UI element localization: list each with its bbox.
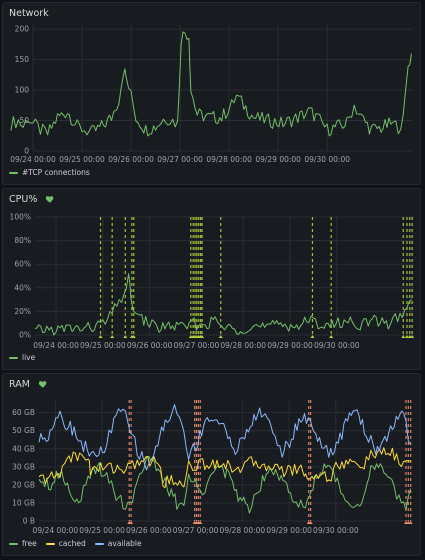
legend-label: #TCP connections xyxy=(22,168,90,177)
y-tick-label: 10 GB xyxy=(12,498,35,507)
y-tick-label: 30 GB xyxy=(12,462,35,471)
x-tick-label: 09/30 00:00 xyxy=(314,341,360,350)
x-tick-label: 09/30 00:00 xyxy=(313,526,359,535)
x-tick-label: 09/29 00:00 xyxy=(255,155,301,164)
panel-title: Network xyxy=(9,8,49,19)
annotation-marker-tick[interactable] xyxy=(408,521,413,524)
y-tick-label: 60 GB xyxy=(12,408,35,417)
cpu-chart[interactable]: 0% 20% 40% 60% 80% 100% 09/24 00:00 09/25 00:00… xyxy=(3,189,422,371)
series-line-free[interactable] xyxy=(38,455,412,514)
annotation-marker-tick[interactable] xyxy=(329,335,334,338)
x-tick-label: 09/24 00:00 xyxy=(33,341,79,350)
chart-legend: live xyxy=(9,353,35,362)
legend-swatch xyxy=(94,542,104,545)
x-tick-label: 09/29 00:00 xyxy=(266,526,312,535)
annotation-marker-tick[interactable] xyxy=(310,335,315,338)
annotation-marker-tick[interactable] xyxy=(110,335,115,338)
x-tick-label: 09/30 00:00 xyxy=(304,155,350,164)
x-tick-label: 09/24 00:00 xyxy=(33,526,79,535)
legend-swatch xyxy=(9,171,18,174)
legend-item[interactable]: #TCP connections xyxy=(9,168,90,177)
x-tick-label: 09/28 00:00 xyxy=(206,155,252,164)
x-tick-label: 09/24 00:00 xyxy=(10,155,56,164)
network-panel[interactable]: Network 0 50 100 150 200 09/24 00:00 09/25 00:… xyxy=(2,2,421,185)
chart-legend: free cached available xyxy=(9,539,142,548)
legend-label: available xyxy=(107,539,142,548)
y-tick-label: 200 xyxy=(15,25,30,34)
legend-swatch xyxy=(9,356,18,359)
annotation-marker-tick[interactable] xyxy=(410,335,415,338)
ram-chart[interactable]: 0 B 10 GB 20 GB 30 GB 40 GB 50 GB 60 GB 09/24 0… xyxy=(3,374,422,557)
chart-legend: #TCP connections xyxy=(9,168,90,177)
y-tick-label: 100% xyxy=(10,213,31,222)
y-tick-label: 0% xyxy=(19,331,31,340)
panel-title: RAM xyxy=(9,379,30,390)
y-tick-label: 20% xyxy=(14,307,31,316)
heart-icon xyxy=(45,196,54,203)
annotation-marker-tick[interactable] xyxy=(218,335,223,338)
y-tick-label: 50 xyxy=(19,116,29,125)
x-tick-label: 09/28 00:00 xyxy=(220,341,266,350)
y-tick-label: 40% xyxy=(14,283,31,292)
annotation-marker-tick[interactable] xyxy=(308,521,313,524)
y-tick-label: 50 GB xyxy=(12,426,35,435)
x-tick-label: 09/25 00:00 xyxy=(80,341,126,350)
series-line-live[interactable] xyxy=(34,273,412,336)
series-line-available[interactable] xyxy=(38,404,412,471)
annotation-marker-tick[interactable] xyxy=(98,335,103,338)
legend-swatch xyxy=(45,542,55,545)
legend-item[interactable]: live xyxy=(9,353,35,362)
cpu-panel[interactable]: CPU% 0% 20% 40% 60% 80% 100% 09/24 00:00 09/25 … xyxy=(2,188,421,370)
y-tick-label: 80% xyxy=(14,236,31,245)
x-tick-label: 09/27 00:00 xyxy=(157,155,203,164)
annotation-marker-tick[interactable] xyxy=(129,521,134,524)
x-tick-label: 09/26 00:00 xyxy=(127,341,173,350)
annotation-marker-tick[interactable] xyxy=(198,521,203,524)
legend-item[interactable]: cached xyxy=(45,539,86,548)
y-tick-label: 150 xyxy=(15,55,30,64)
heart-icon xyxy=(38,381,47,388)
legend-item[interactable]: available xyxy=(94,539,142,548)
y-tick-label: 20 GB xyxy=(12,480,35,489)
panel-title: CPU% xyxy=(9,194,38,205)
series-line--tcp-connections[interactable] xyxy=(10,31,412,137)
y-tick-label: 60% xyxy=(14,260,31,269)
annotation-marker-tick[interactable] xyxy=(401,335,406,338)
x-tick-label: 09/26 00:00 xyxy=(108,155,154,164)
y-tick-label: 0 xyxy=(24,147,29,156)
ram-panel[interactable]: RAM 0 B 10 GB 20 GB 30 GB 40 GB 50 GB 60 GB 09/… xyxy=(2,373,421,556)
annotation-marker-tick[interactable] xyxy=(404,335,409,338)
y-tick-label: 0 B xyxy=(23,517,35,526)
series-line-cached[interactable] xyxy=(38,447,411,489)
x-tick-label: 09/26 00:00 xyxy=(126,526,172,535)
x-tick-label: 09/25 00:00 xyxy=(59,155,105,164)
legend-label: cached xyxy=(58,539,86,548)
network-chart[interactable]: 0 50 100 150 200 09/24 00:00 09/25 00:00 09/26 … xyxy=(3,3,422,186)
y-tick-label: 40 GB xyxy=(12,444,35,453)
annotation-marker-tick[interactable] xyxy=(123,335,128,338)
x-tick-label: 09/28 00:00 xyxy=(220,526,266,535)
x-tick-label: 09/27 00:00 xyxy=(174,341,220,350)
legend-item[interactable]: free xyxy=(9,539,37,548)
x-tick-label: 09/25 00:00 xyxy=(79,526,125,535)
legend-label: free xyxy=(22,539,37,548)
y-tick-label: 100 xyxy=(15,86,30,95)
x-tick-label: 09/27 00:00 xyxy=(173,526,219,535)
legend-label: live xyxy=(22,353,36,362)
legend-swatch xyxy=(9,542,18,545)
x-tick-label: 09/29 00:00 xyxy=(267,341,313,350)
annotation-marker-tick[interactable] xyxy=(131,335,136,338)
annotation-marker-tick[interactable] xyxy=(200,335,205,338)
